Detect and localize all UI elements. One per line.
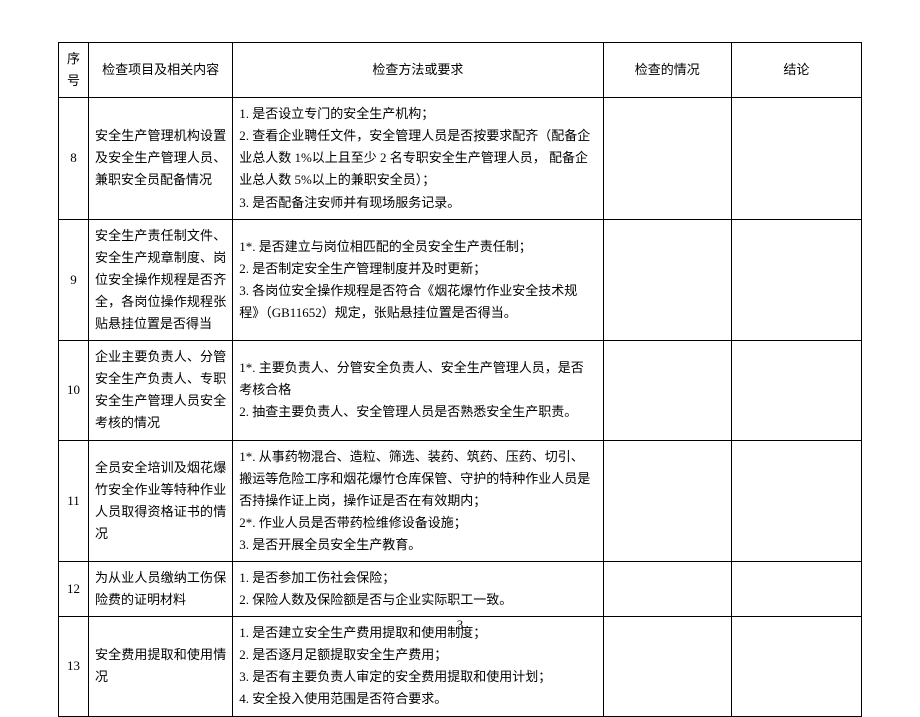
header-method: 检查方法或要求	[233, 43, 603, 98]
cell-status	[603, 341, 731, 440]
method-line: 3. 各岗位安全操作规程是否符合《烟花爆竹作业安全技术规程》（GB11652）规…	[239, 280, 596, 324]
cell-conclusion	[731, 561, 861, 616]
inspection-table: 序号 检查项目及相关内容 检查方法或要求 检查的情况 结论 8安全生产管理机构设…	[58, 42, 862, 717]
method-line: 3. 是否开展全员安全生产教育。	[239, 534, 596, 556]
header-seq: 序号	[59, 43, 89, 98]
method-line: 2. 抽查主要负责人、安全管理人员是否熟悉安全生产职责。	[239, 401, 596, 423]
cell-seq: 9	[59, 219, 89, 340]
cell-method: 1*. 主要负责人、分管安全负责人、安全生产管理人员，是否考核合格2. 抽查主要…	[233, 341, 603, 440]
header-conclusion: 结论	[731, 43, 861, 98]
cell-status	[603, 98, 731, 219]
table-header-row: 序号 检查项目及相关内容 检查方法或要求 检查的情况 结论	[59, 43, 862, 98]
method-line: 1*. 主要负责人、分管安全负责人、安全生产管理人员，是否考核合格	[239, 357, 596, 401]
method-line: 4. 安全投入使用范围是否符合要求。	[239, 688, 596, 710]
cell-status	[603, 561, 731, 616]
cell-conclusion	[731, 219, 861, 340]
cell-item: 安全生产管理机构设置及安全生产管理人员、兼职安全员配备情况	[89, 98, 233, 219]
cell-status	[603, 219, 731, 340]
cell-method: 1. 是否设立专门的安全生产机构；2. 查看企业聘任文件，安全管理人员是否按要求…	[233, 98, 603, 219]
table-row: 10企业主要负责人、分管安全生产负责人、专职安全生产管理人员安全考核的情况1*.…	[59, 341, 862, 440]
method-line: 2. 查看企业聘任文件，安全管理人员是否按要求配齐（配备企业总人数 1%以上且至…	[239, 125, 596, 191]
cell-conclusion	[731, 341, 861, 440]
table-row: 9安全生产责任制文件、安全生产规章制度、岗位安全操作规程是否齐全，各岗位操作规程…	[59, 219, 862, 340]
method-line: 3. 是否有主要负责人审定的安全费用提取和使用计划；	[239, 666, 596, 688]
table-row: 11全员安全培训及烟花爆竹安全作业等特种作业人员取得资格证书的情况1*. 从事药…	[59, 440, 862, 561]
header-status: 检查的情况	[603, 43, 731, 98]
cell-seq: 11	[59, 440, 89, 561]
method-line: 3. 是否配备注安师并有现场服务记录。	[239, 192, 596, 214]
method-line: 2*. 作业人员是否带药检维修设备设施；	[239, 512, 596, 534]
method-line: 2. 是否制定安全生产管理制度并及时更新；	[239, 258, 596, 280]
cell-conclusion	[731, 440, 861, 561]
cell-seq: 12	[59, 561, 89, 616]
page-number: 3	[0, 617, 920, 633]
table-row: 12为从业人员缴纳工伤保险费的证明材料1. 是否参加工伤社会保险；2. 保险人数…	[59, 561, 862, 616]
method-line: 2. 是否逐月足额提取安全生产费用；	[239, 644, 596, 666]
cell-method: 1*. 是否建立与岗位相匹配的全员安全生产责任制；2. 是否制定安全生产管理制度…	[233, 219, 603, 340]
cell-seq: 8	[59, 98, 89, 219]
cell-item: 为从业人员缴纳工伤保险费的证明材料	[89, 561, 233, 616]
header-item: 检查项目及相关内容	[89, 43, 233, 98]
cell-item: 企业主要负责人、分管安全生产负责人、专职安全生产管理人员安全考核的情况	[89, 341, 233, 440]
cell-method: 1*. 从事药物混合、造粒、筛选、装药、筑药、压药、切引、搬运等危险工序和烟花爆…	[233, 440, 603, 561]
table-row: 8安全生产管理机构设置及安全生产管理人员、兼职安全员配备情况1. 是否设立专门的…	[59, 98, 862, 219]
cell-conclusion	[731, 98, 861, 219]
cell-item: 全员安全培训及烟花爆竹安全作业等特种作业人员取得资格证书的情况	[89, 440, 233, 561]
method-line: 1*. 从事药物混合、造粒、筛选、装药、筑药、压药、切引、搬运等危险工序和烟花爆…	[239, 446, 596, 512]
cell-method: 1. 是否参加工伤社会保险；2. 保险人数及保险额是否与企业实际职工一致。	[233, 561, 603, 616]
cell-status	[603, 440, 731, 561]
method-line: 1*. 是否建立与岗位相匹配的全员安全生产责任制；	[239, 236, 596, 258]
method-line: 2. 保险人数及保险额是否与企业实际职工一致。	[239, 589, 596, 611]
cell-item: 安全生产责任制文件、安全生产规章制度、岗位安全操作规程是否齐全，各岗位操作规程张…	[89, 219, 233, 340]
method-line: 1. 是否参加工伤社会保险；	[239, 567, 596, 589]
method-line: 1. 是否设立专门的安全生产机构；	[239, 103, 596, 125]
cell-seq: 10	[59, 341, 89, 440]
